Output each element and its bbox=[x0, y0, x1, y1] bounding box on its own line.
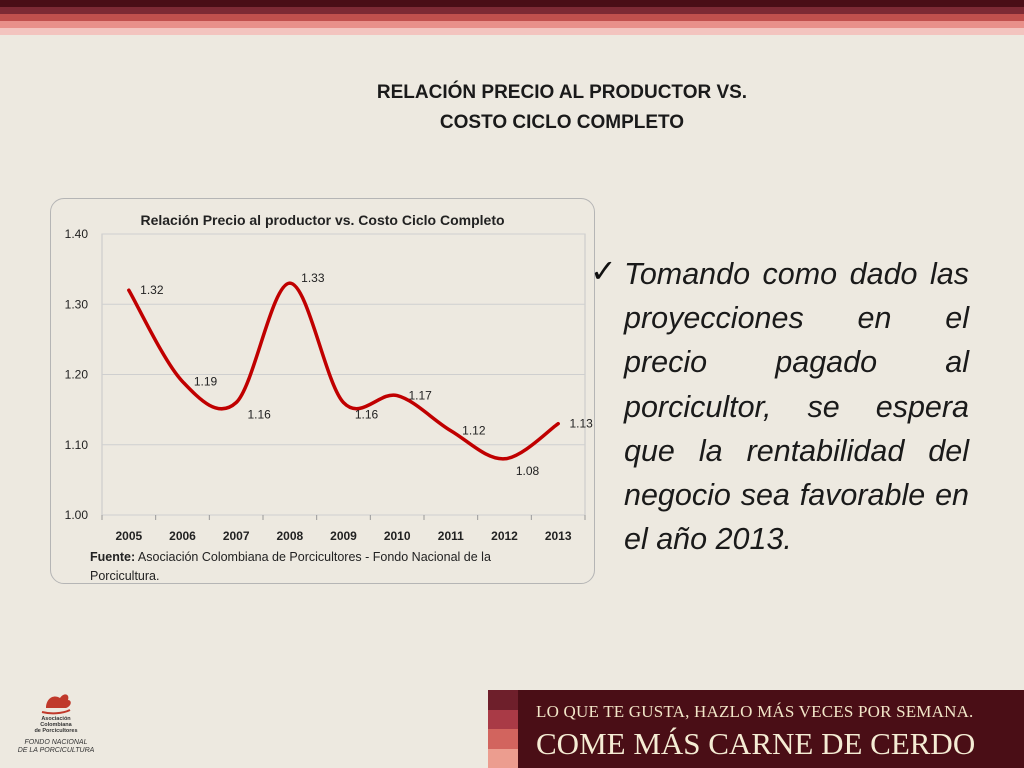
x-tick-label: 2012 bbox=[491, 529, 518, 543]
logo-name-line3: de Porcicultores bbox=[34, 728, 78, 734]
data-point bbox=[234, 401, 238, 405]
data-label: 1.33 bbox=[301, 271, 325, 285]
slide-title-line1: RELACIÓN PRECIO AL PRODUCTOR VS. bbox=[376, 82, 748, 103]
data-point bbox=[342, 401, 345, 405]
bullet-text: Tomando como dado las proyecciones en el… bbox=[624, 257, 969, 557]
slide-title-line2: COSTO CICLO COMPLETO bbox=[439, 112, 685, 133]
banner-block bbox=[488, 690, 518, 710]
data-point bbox=[556, 422, 560, 426]
banner-slogan: COME MÁS CARNE DE CERDO bbox=[536, 726, 976, 761]
data-label: 1.13 bbox=[569, 417, 593, 431]
y-tick-label: 1.10 bbox=[65, 438, 89, 452]
logo-name: Asociación Colombiana de Porcicultores bbox=[16, 716, 96, 734]
logo-fondo: FONDO NACIONAL DE LA PORCICULTURA bbox=[16, 739, 96, 755]
line-chart: 1.00 1.10 1.20 1.30 1.40 2005 2006 2007 2008 2009… bbox=[65, 227, 594, 543]
logo-fondo-line2: DE LA PORCICULTURA bbox=[17, 747, 95, 754]
data-label: 1.17 bbox=[408, 389, 432, 403]
y-tick-label: 1.20 bbox=[65, 368, 89, 382]
banner-block bbox=[488, 709, 518, 729]
x-tick-label: 2007 bbox=[223, 529, 250, 543]
association-logo: Asociación Colombiana de Porcicultores F… bbox=[16, 688, 96, 758]
logo-fondo-line1: FONDO NACIONAL bbox=[24, 739, 88, 746]
promo-banner: LO QUE TE GUSTA, HAZLO MÁS VECES POR SEM… bbox=[488, 690, 1024, 768]
y-tick-label: 1.40 bbox=[65, 227, 89, 241]
chart-container: 1.00 1.10 1.20 1.30 1.40 2005 2006 2007 2008 2009… bbox=[50, 198, 595, 584]
logo-name-line1: Asociación bbox=[41, 716, 71, 722]
stripe bbox=[0, 7, 1024, 14]
series-line bbox=[127, 281, 560, 461]
stripe bbox=[0, 28, 1024, 35]
top-stripes bbox=[0, 0, 1024, 38]
data-label: 1.08 bbox=[516, 464, 540, 478]
y-tick-label: 1.00 bbox=[65, 508, 89, 522]
stripe bbox=[0, 0, 1024, 7]
x-tick-label: 2005 bbox=[115, 529, 142, 543]
data-label: 1.32 bbox=[140, 283, 164, 297]
banner-color-blocks bbox=[488, 690, 518, 768]
y-tick-label: 1.30 bbox=[65, 297, 89, 311]
pig-logo-icon bbox=[41, 694, 71, 715]
slide-title: RELACIÓN PRECIO AL PRODUCTOR VS. COSTO C… bbox=[262, 78, 862, 138]
source-text: Asociación Colombiana de Porcicultores -… bbox=[90, 550, 491, 583]
data-point bbox=[449, 429, 453, 433]
chart-source: Fuente: Asociación Colombiana de Porcicu… bbox=[90, 548, 530, 586]
logo-name-line2: Colombiana bbox=[40, 722, 72, 728]
stripe bbox=[0, 14, 1024, 21]
x-tick-label: 2008 bbox=[276, 529, 303, 543]
x-tick-label: 2013 bbox=[545, 529, 572, 543]
x-tick-label: 2006 bbox=[169, 529, 196, 543]
banner-tagline: LO QUE TE GUSTA, HAZLO MÁS VECES POR SEM… bbox=[536, 702, 974, 721]
x-tick-label: 2010 bbox=[384, 529, 411, 543]
data-label: 1.19 bbox=[194, 375, 218, 389]
banner-block bbox=[488, 729, 518, 749]
data-point bbox=[288, 281, 292, 285]
x-tick-label: 2011 bbox=[438, 529, 464, 543]
data-label: 1.16 bbox=[355, 408, 379, 422]
source-label: Fuente: bbox=[90, 550, 136, 564]
check-icon: ✓ bbox=[590, 253, 617, 289]
data-point bbox=[181, 380, 184, 384]
chart-title: Relación Precio al productor vs. Costo C… bbox=[140, 212, 505, 228]
stripe bbox=[0, 21, 1024, 28]
x-tick-label: 2009 bbox=[330, 529, 357, 543]
data-point bbox=[395, 394, 399, 398]
data-point bbox=[127, 288, 131, 292]
data-point bbox=[503, 457, 506, 461]
banner-block bbox=[488, 748, 518, 768]
data-label: 1.12 bbox=[462, 424, 486, 438]
data-label: 1.16 bbox=[247, 408, 271, 422]
